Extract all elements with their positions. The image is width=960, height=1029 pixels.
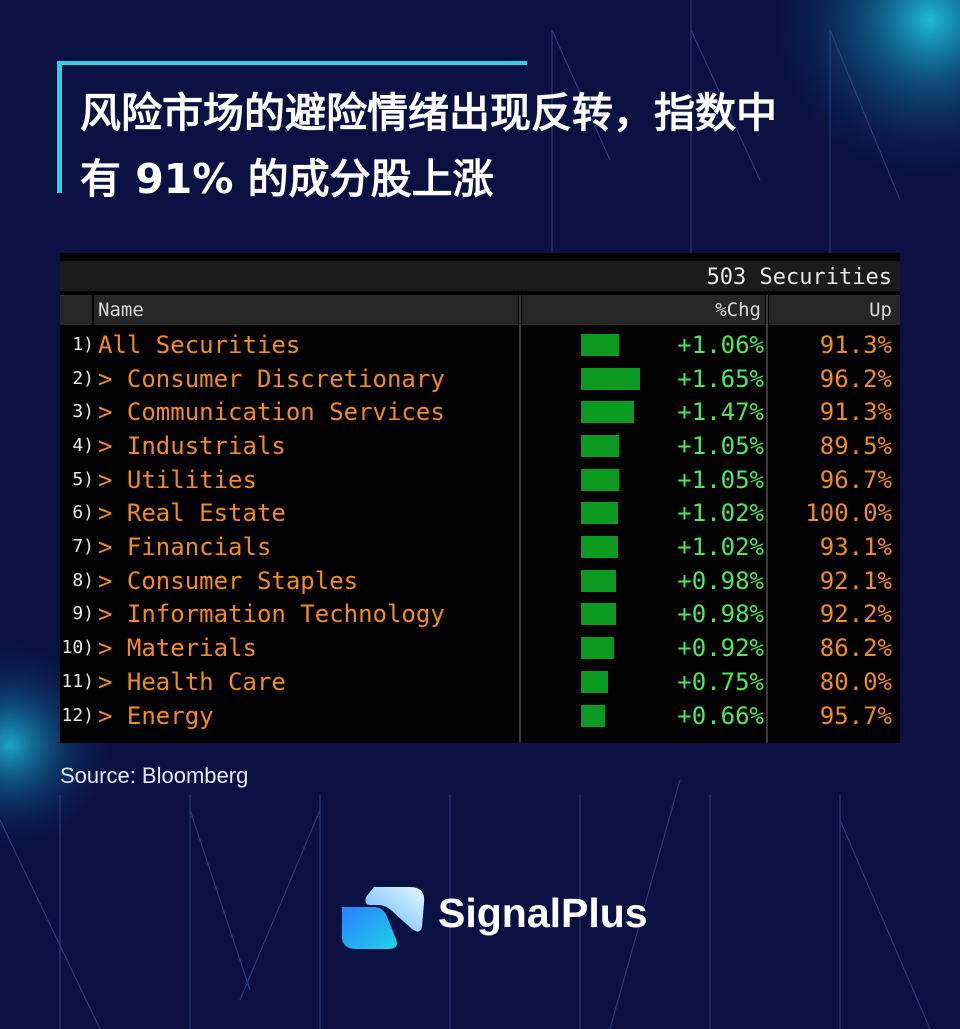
row-number: 9) xyxy=(72,603,94,624)
column-header-chg[interactable]: %Chg xyxy=(522,295,765,325)
headline-line-1: 风险市场的避险情绪出现反转，指数中 xyxy=(80,89,777,137)
row-up: 96.7% xyxy=(819,466,892,494)
securities-count: 503 Securities xyxy=(706,265,892,290)
row-up: 93.1% xyxy=(819,533,892,561)
change-bar xyxy=(581,334,619,356)
row-chg: +0.66% xyxy=(677,702,764,730)
row-number: 8) xyxy=(72,570,94,591)
row-number: 7) xyxy=(72,536,94,557)
row-name[interactable]: > Consumer Discretionary xyxy=(98,365,445,393)
row-up: 80.0% xyxy=(819,668,892,696)
column-header-up[interactable]: Up xyxy=(769,295,900,325)
row-number: 4) xyxy=(72,435,94,456)
change-bar xyxy=(581,469,619,491)
column-divider xyxy=(766,295,768,743)
change-bar xyxy=(581,671,608,693)
brand-name: SignalPlus xyxy=(438,890,648,936)
table-row[interactable]: 8) > Consumer Staples +0.98% 92.1% xyxy=(60,564,900,598)
change-bar xyxy=(581,435,619,457)
change-bar xyxy=(581,368,640,390)
table-row[interactable]: 2) > Consumer Discretionary +1.65% 96.2% xyxy=(60,362,900,396)
table-row[interactable]: 5) > Utilities +1.05% 96.7% xyxy=(60,463,900,497)
change-bar xyxy=(581,603,616,625)
row-name[interactable]: > Consumer Staples xyxy=(98,567,359,595)
table-row[interactable]: 9) > Information Technology +0.98% 92.2% xyxy=(60,597,900,631)
change-bar xyxy=(581,570,616,592)
row-up: 89.5% xyxy=(819,432,892,460)
signalplus-logo-icon xyxy=(342,887,425,949)
row-name[interactable]: > Communication Services xyxy=(98,398,445,426)
row-chg: +0.92% xyxy=(677,634,764,662)
row-up: 100.0% xyxy=(805,499,892,527)
change-bar xyxy=(581,705,605,727)
row-number: 10) xyxy=(61,637,94,658)
row-up: 92.1% xyxy=(819,567,892,595)
row-up: 95.7% xyxy=(819,702,892,730)
column-header-name[interactable]: Name xyxy=(94,295,518,325)
row-number: 12) xyxy=(61,705,94,726)
column-divider xyxy=(519,295,521,743)
headline-line-2: 有 91% 的成分股上涨 xyxy=(80,155,494,203)
headline: 风险市场的避险情绪出现反转，指数中 有 91% 的成分股上涨 xyxy=(80,80,920,212)
table-row[interactable]: 4) > Industrials +1.05% 89.5% xyxy=(60,429,900,463)
change-bar xyxy=(581,637,614,659)
table-row[interactable]: 7) > Financials +1.02% 93.1% xyxy=(60,530,900,564)
row-up: 91.3% xyxy=(819,398,892,426)
row-number: 5) xyxy=(72,469,94,490)
row-number: 3) xyxy=(72,401,94,422)
row-name[interactable]: > Materials xyxy=(98,634,257,662)
row-chg: +0.75% xyxy=(677,668,764,696)
row-chg: +0.98% xyxy=(677,600,764,628)
row-chg: +1.06% xyxy=(677,331,764,359)
row-chg: +1.47% xyxy=(677,398,764,426)
row-up: 91.3% xyxy=(819,331,892,359)
row-number: 1) xyxy=(72,334,94,355)
title-accent-bar xyxy=(57,61,527,65)
source-note: Source: Bloomberg xyxy=(60,763,249,788)
row-up: 92.2% xyxy=(819,600,892,628)
table-row[interactable]: 6) > Real Estate +1.02% 100.0% xyxy=(60,496,900,530)
row-name[interactable]: > Real Estate xyxy=(98,499,286,527)
row-name[interactable]: > Energy xyxy=(98,702,214,730)
row-chg: +1.05% xyxy=(677,466,764,494)
row-number: 6) xyxy=(72,502,94,523)
row-name[interactable]: > Industrials xyxy=(98,432,286,460)
table-row[interactable]: 10) > Materials +0.92% 86.2% xyxy=(60,631,900,665)
row-chg: +1.05% xyxy=(677,432,764,460)
row-chg: +1.02% xyxy=(677,499,764,527)
row-name[interactable]: > Information Technology xyxy=(98,600,445,628)
row-chg: +0.98% xyxy=(677,567,764,595)
column-header-num xyxy=(60,295,92,325)
title-accent-bar-left xyxy=(57,61,62,193)
table-row[interactable]: 12) > Energy +0.66% 95.7% xyxy=(60,699,900,733)
row-chg: +1.02% xyxy=(677,533,764,561)
change-bar xyxy=(581,536,618,558)
row-number: 2) xyxy=(72,368,94,389)
row-number: 11) xyxy=(61,671,94,692)
row-name[interactable]: > Financials xyxy=(98,533,272,561)
table-header-strip xyxy=(60,261,900,291)
row-name[interactable]: All Securities xyxy=(98,331,301,359)
row-up: 96.2% xyxy=(819,365,892,393)
row-up: 86.2% xyxy=(819,634,892,662)
row-name[interactable]: > Utilities xyxy=(98,466,257,494)
bloomberg-terminal-table: 503 Securities Name %Chg Up 1) All Secur… xyxy=(60,253,900,743)
table-row[interactable]: 3) > Communication Services +1.47% 91.3% xyxy=(60,395,900,429)
row-chg: +1.65% xyxy=(677,365,764,393)
change-bar xyxy=(581,502,618,524)
row-name[interactable]: > Health Care xyxy=(98,668,286,696)
table-row[interactable]: 11) > Health Care +0.75% 80.0% xyxy=(60,665,900,699)
change-bar xyxy=(581,401,634,423)
table-row[interactable]: 1) All Securities +1.06% 91.3% xyxy=(60,328,900,362)
